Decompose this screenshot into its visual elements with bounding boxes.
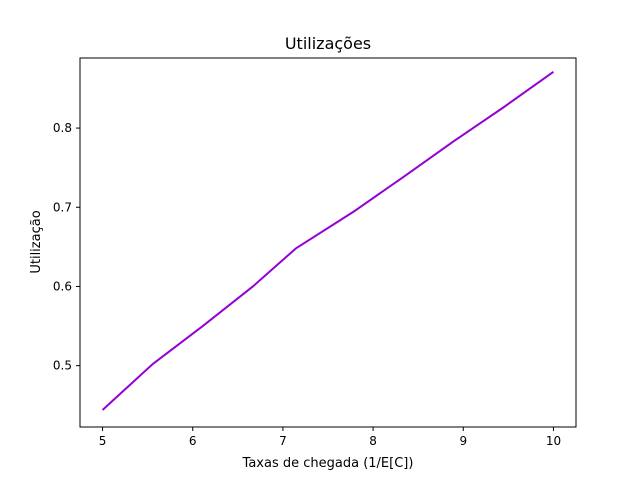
x-tick-label: 6 bbox=[189, 434, 197, 448]
y-axis-label: Utilização bbox=[29, 210, 44, 273]
x-axis-ticks: 5 6 7 8 9 10 bbox=[99, 427, 561, 448]
series-line bbox=[101, 71, 555, 411]
x-axis-label: Taxas de chegada (1/E[C]) bbox=[242, 456, 414, 471]
x-tick-label: 9 bbox=[459, 434, 467, 448]
x-tick-label: 10 bbox=[546, 434, 561, 448]
y-tick-label: 0.6 bbox=[53, 279, 72, 293]
plot-area bbox=[101, 71, 555, 411]
axes-frame bbox=[79, 57, 577, 428]
y-tick-label: 0.7 bbox=[53, 200, 72, 214]
y-axis-ticks: 0.5 0.6 0.7 0.8 bbox=[53, 121, 80, 373]
y-tick-label: 0.8 bbox=[53, 121, 72, 135]
chart-title: Utilizações bbox=[285, 34, 371, 53]
x-tick-label: 5 bbox=[99, 434, 107, 448]
x-tick-label: 8 bbox=[369, 434, 377, 448]
y-tick-label: 0.5 bbox=[53, 359, 72, 373]
x-tick-label: 7 bbox=[279, 434, 287, 448]
